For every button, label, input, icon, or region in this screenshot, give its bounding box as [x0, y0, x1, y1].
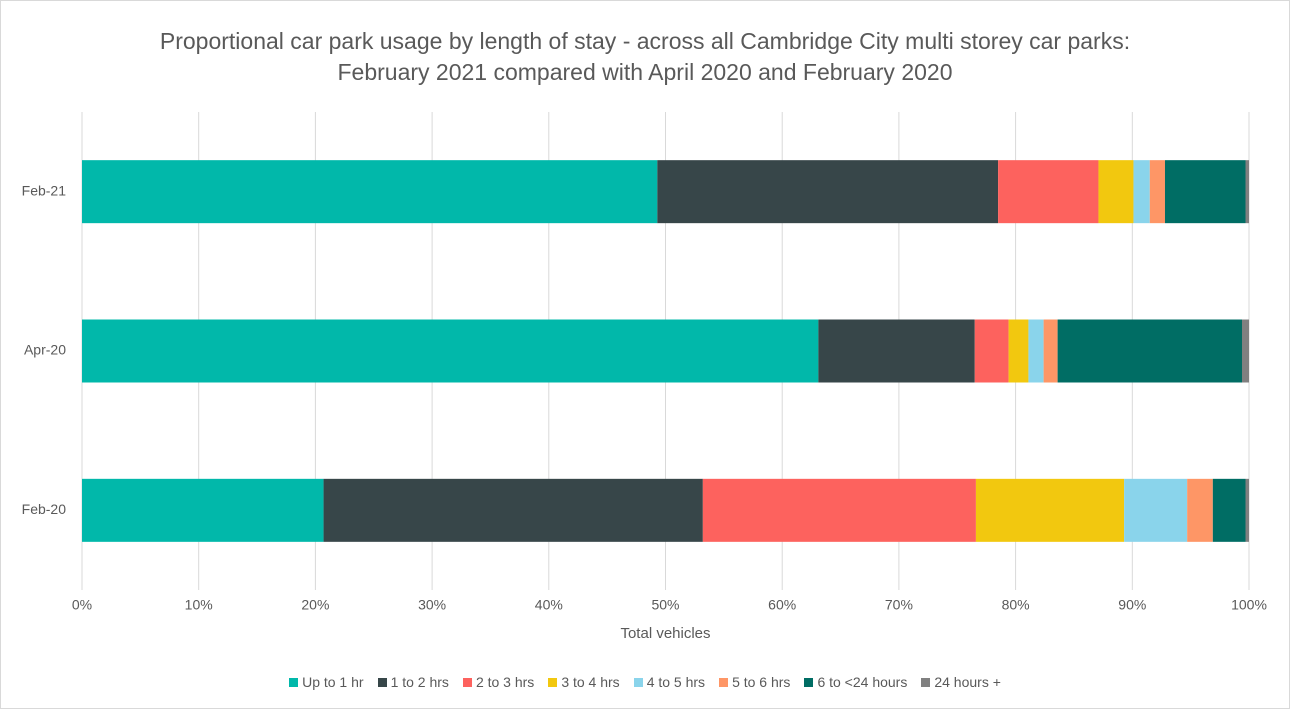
- bar-segment: [818, 319, 975, 383]
- bar-segment: [82, 160, 658, 224]
- bar-segment: [1245, 160, 1249, 224]
- bar-segment: [1008, 319, 1029, 383]
- bar-segment: [1164, 160, 1246, 224]
- bar-segment: [1057, 319, 1242, 383]
- legend-swatch: [633, 677, 643, 687]
- bar-segment: [1133, 160, 1150, 224]
- bar-segment: [1043, 319, 1058, 383]
- y-tick-label: Feb-20: [22, 501, 67, 517]
- legend: Up to 1 hr 1 to 2 hrs 2 to 3 hrs 3 to 4 hrs…: [0, 674, 1290, 690]
- legend-label: 24 hours +: [934, 674, 1001, 690]
- legend-label: 5 to 6 hrs: [732, 674, 791, 690]
- bar-segment: [974, 319, 1009, 383]
- bar-segment: [1028, 319, 1044, 383]
- x-axis-title: Total vehicles: [620, 625, 710, 642]
- x-tick-label: 0%: [72, 597, 92, 613]
- chart-title: Proportional car park usage by length of…: [159, 28, 1131, 85]
- bar-segment: [1098, 160, 1134, 224]
- x-tick-label: 100%: [1231, 597, 1267, 613]
- bar-segment: [998, 160, 1099, 224]
- x-tick-label: 90%: [1118, 597, 1146, 613]
- bar-segment: [323, 478, 703, 542]
- legend-item: 6 to <24 hours: [804, 674, 907, 690]
- bar-segment: [1187, 478, 1213, 542]
- x-tick-label: 20%: [301, 597, 329, 613]
- legend-label: Up to 1 hr: [302, 674, 364, 690]
- bar-segment: [657, 160, 999, 224]
- legend-swatch: [462, 677, 472, 687]
- legend-swatch: [289, 677, 299, 687]
- legend-label: 3 to 4 hrs: [561, 674, 620, 690]
- bar-segment: [1149, 160, 1165, 224]
- bar-segment: [1124, 478, 1188, 542]
- legend-item: 5 to 6 hrs: [719, 674, 790, 690]
- legend-swatch: [377, 677, 387, 687]
- legend-item: 2 to 3 hrs: [462, 674, 535, 690]
- x-tick-label: 80%: [1002, 597, 1030, 613]
- x-tick-label: 70%: [885, 597, 913, 613]
- bar-segment: [1212, 478, 1246, 542]
- legend-item: 4 to 5 hrs: [633, 674, 706, 690]
- bar-segment: [702, 478, 976, 542]
- legend-item: Up to 1 hr: [289, 674, 364, 690]
- legend-swatch: [804, 677, 814, 687]
- legend-swatch: [719, 677, 729, 687]
- y-tick-label: Feb-21: [22, 182, 67, 198]
- legend-label: 4 to 5 hrs: [646, 674, 706, 690]
- legend-item: 24 hours +: [921, 674, 1001, 690]
- x-tick-label: 60%: [768, 597, 796, 613]
- legend-swatch: [921, 677, 931, 687]
- bar-segment: [1241, 319, 1249, 383]
- y-tick-label: Apr-20: [24, 342, 66, 358]
- bar-segment: [82, 319, 819, 383]
- legend-swatch: [548, 677, 558, 687]
- x-tick-label: 30%: [418, 597, 446, 613]
- bar-segment: [975, 478, 1125, 542]
- bar-segment: [82, 478, 324, 542]
- bar-segment: [1245, 478, 1249, 542]
- legend-item: 3 to 4 hrs: [548, 674, 620, 690]
- legend-label: 2 to 3 hrs: [475, 674, 535, 690]
- x-tick-label: 40%: [535, 597, 563, 613]
- x-tick-label: 50%: [651, 597, 679, 613]
- legend-label: 1 to 2 hrs: [390, 674, 449, 690]
- legend-item: 1 to 2 hrs: [377, 674, 449, 690]
- legend-label: 6 to <24 hours: [817, 674, 908, 690]
- x-tick-label: 10%: [185, 597, 213, 613]
